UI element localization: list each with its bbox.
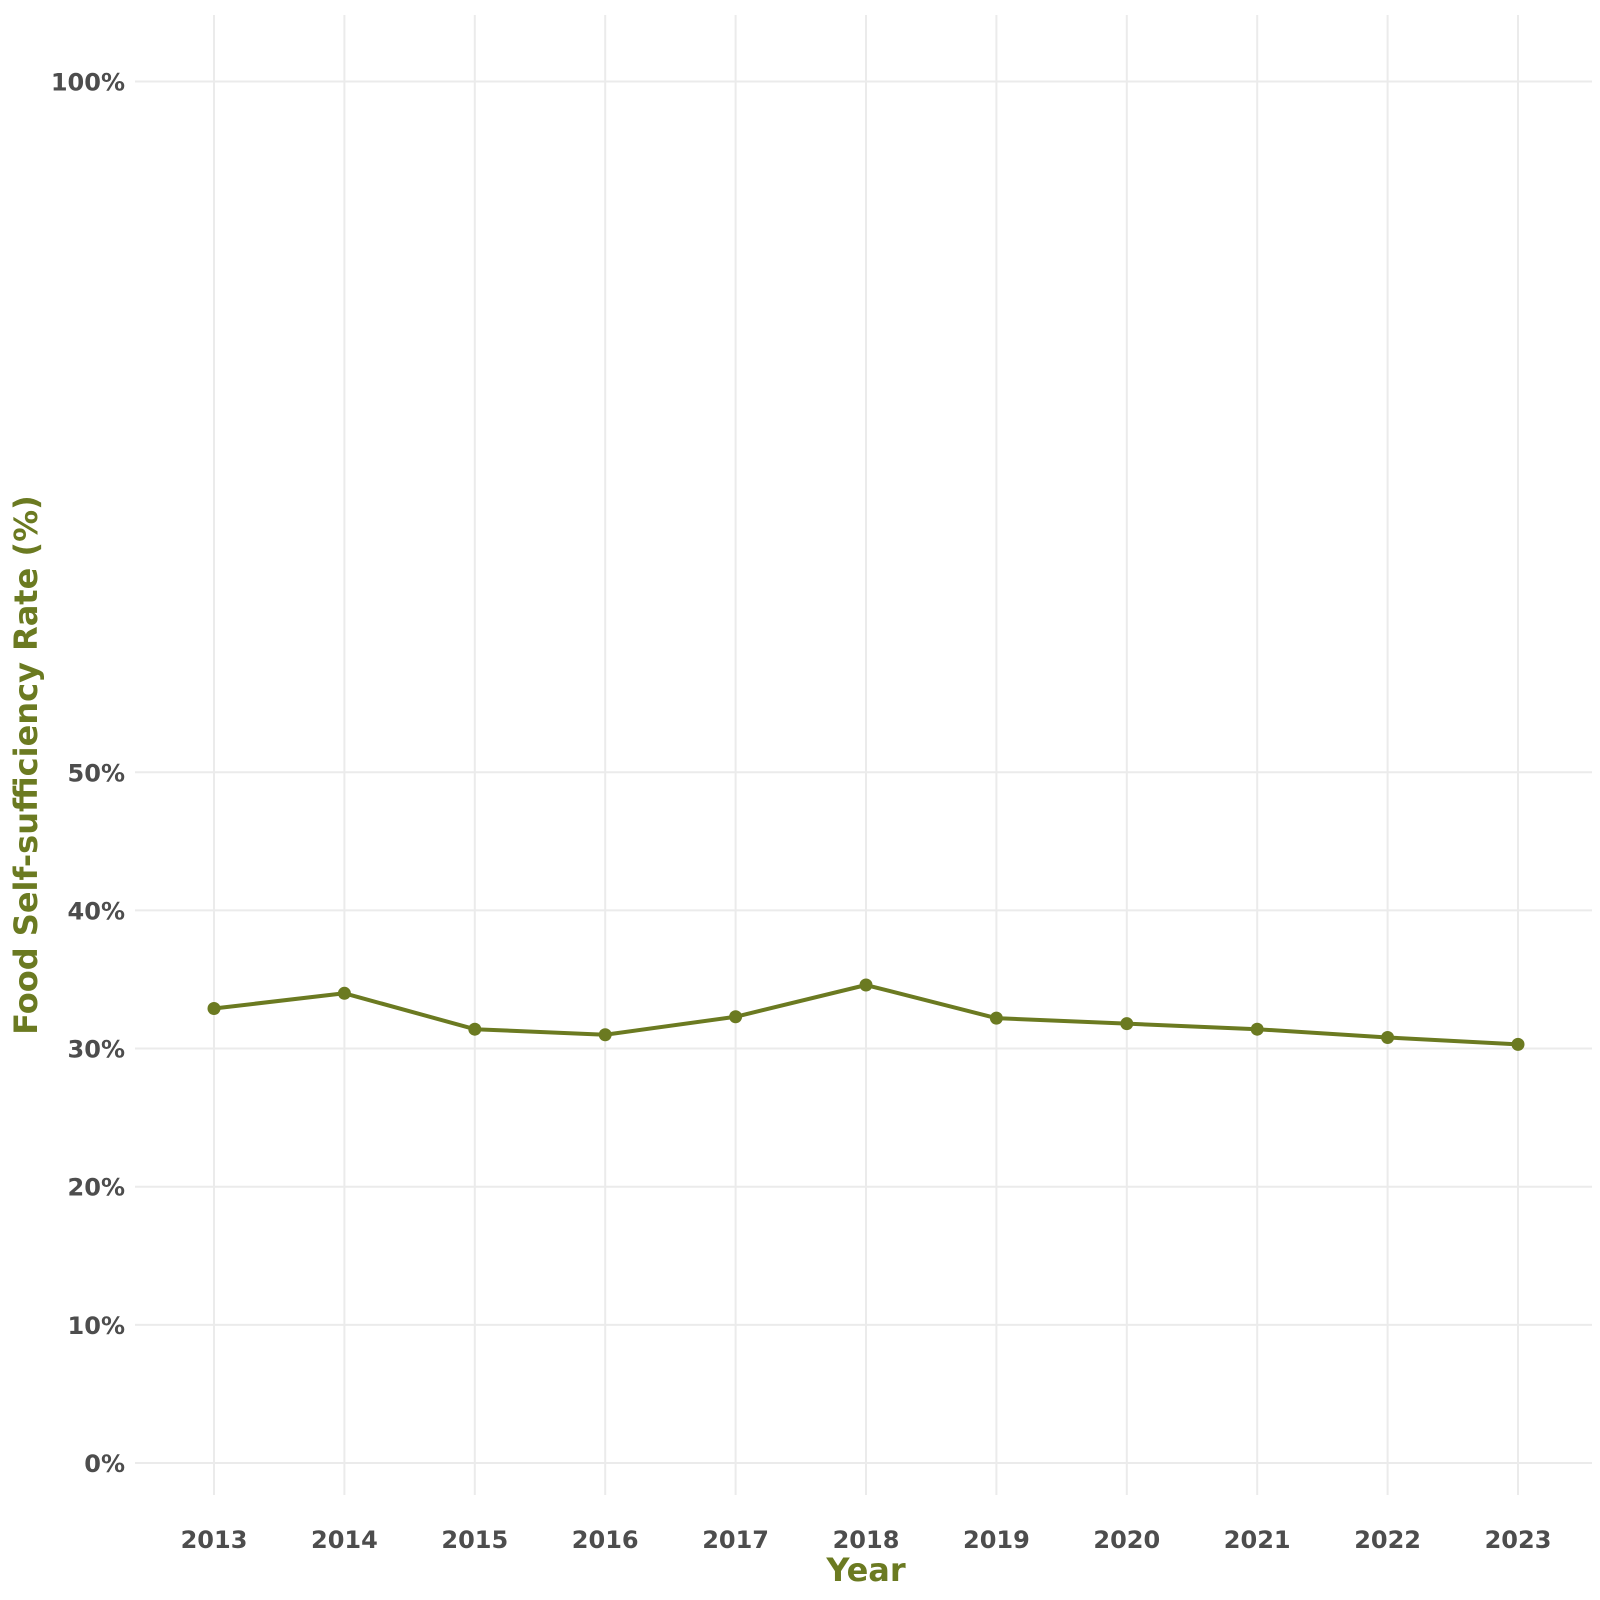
y-axis-title: Food Self-sufficiency Rate (%) <box>7 495 45 1035</box>
y-tick-label: 50% <box>68 759 125 787</box>
data-point <box>1381 1030 1395 1044</box>
x-tick-label: 2013 <box>181 1526 248 1554</box>
y-tick-label: 40% <box>68 897 125 925</box>
data-point <box>1511 1037 1525 1051</box>
y-tick-label: 30% <box>68 1036 125 1064</box>
y-tick-label: 0% <box>84 1450 125 1478</box>
x-tick-label: 2023 <box>1485 1526 1552 1554</box>
x-tick-label: 2022 <box>1354 1526 1421 1554</box>
x-gridlines <box>213 15 1519 1495</box>
x-tick-label: 2015 <box>441 1526 508 1554</box>
x-tick-label: 2016 <box>572 1526 639 1554</box>
x-axis-title: Year <box>825 1551 906 1589</box>
y-tick-label: 10% <box>68 1312 125 1340</box>
series-group <box>207 978 1525 1051</box>
x-tick-label: 2021 <box>1224 1526 1291 1554</box>
data-point <box>1250 1022 1264 1036</box>
data-point <box>1120 1017 1134 1031</box>
data-point <box>989 1011 1003 1025</box>
data-point <box>598 1028 612 1042</box>
y-tick-labels: 0% 10% 20% 30% 40% 50% 100% <box>51 69 125 1479</box>
x-tick-label: 2018 <box>833 1526 900 1554</box>
x-tick-label: 2017 <box>702 1526 769 1554</box>
x-tick-labels: 2013 2014 2015 2016 2017 2018 2019 2020 2021 2022… <box>181 1526 1552 1554</box>
x-tick-label: 2020 <box>1093 1526 1160 1554</box>
data-point <box>729 1010 743 1024</box>
data-point <box>337 986 351 1000</box>
data-point <box>468 1022 482 1036</box>
data-point <box>207 1001 221 1015</box>
y-tick-label: 100% <box>51 69 125 97</box>
x-tick-label: 2019 <box>963 1526 1030 1554</box>
y-tick-label: 20% <box>68 1174 125 1202</box>
x-tick-label: 2014 <box>311 1526 378 1554</box>
y-gridlines <box>135 80 1592 1464</box>
data-point <box>859 978 873 992</box>
